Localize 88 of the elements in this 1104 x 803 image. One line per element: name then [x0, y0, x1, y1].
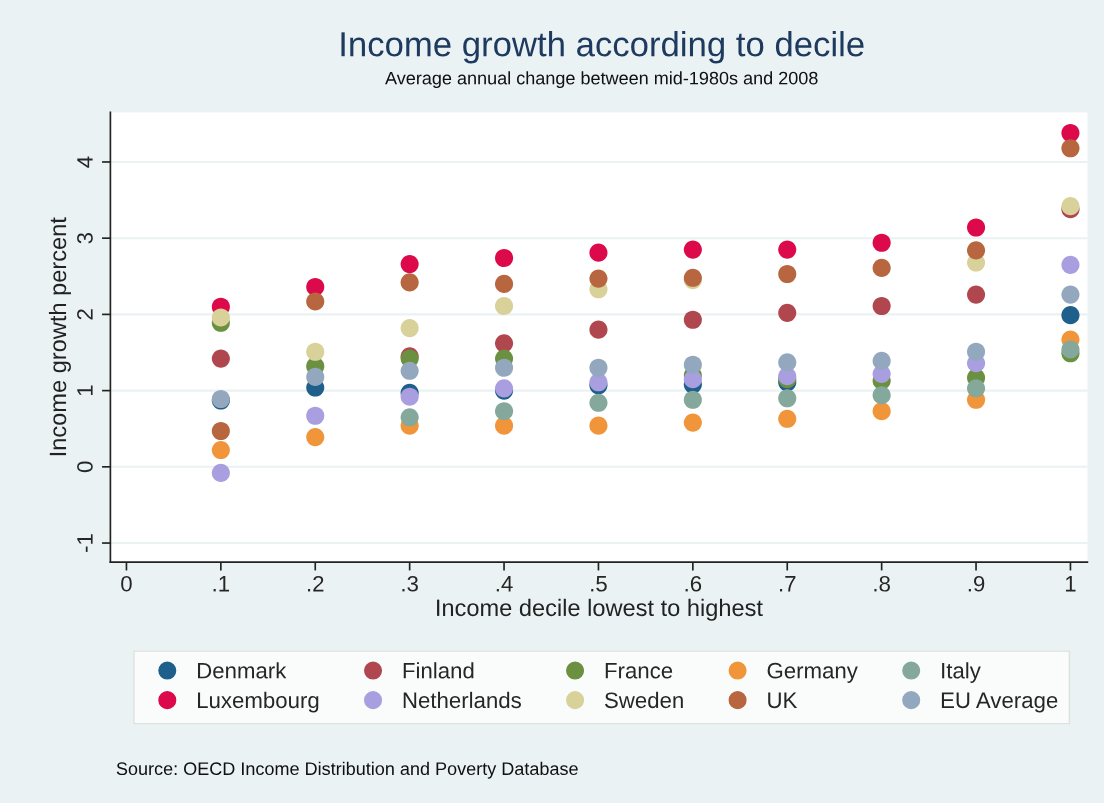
- point: [683, 240, 702, 259]
- point: [966, 342, 986, 361]
- point: [589, 243, 608, 262]
- point: [1061, 123, 1080, 143]
- point: [211, 308, 230, 327]
- point: [872, 296, 891, 316]
- point: [306, 367, 325, 386]
- legend-label: UK: [768, 692, 798, 709]
- point: [683, 355, 702, 374]
- x-tick-label: .2: [308, 575, 324, 592]
- point: [872, 351, 891, 370]
- point: [1061, 139, 1080, 158]
- y-tick-label: 0: [77, 461, 93, 473]
- point: [211, 349, 230, 368]
- y-axis-title: Income growth percent: [48, 217, 71, 456]
- point: [966, 241, 986, 260]
- point: [211, 421, 230, 441]
- legend-label: Denmark: [198, 662, 287, 679]
- point: [872, 386, 891, 405]
- legend-label: Germany: [767, 662, 858, 683]
- point: [494, 248, 514, 268]
- legend-label: EU Average: [941, 692, 1058, 713]
- chart-subtitle: Average annual change between mid-1980s and 2008: [385, 71, 818, 89]
- point: [400, 361, 419, 380]
- y-tick-label: 2: [77, 309, 93, 320]
- point: [494, 358, 514, 377]
- point: [589, 393, 608, 412]
- x-tick-label: .8: [874, 575, 890, 592]
- point: [778, 353, 797, 372]
- x-tick-label: .7: [780, 576, 796, 592]
- point: [589, 358, 608, 377]
- legend-label: France: [605, 663, 673, 679]
- point: [683, 390, 702, 409]
- legend-label: Finland: [403, 662, 474, 679]
- point: [683, 310, 702, 329]
- point: [872, 258, 891, 277]
- point: [778, 240, 797, 259]
- x-tick-label: .4: [496, 576, 513, 592]
- point: [778, 389, 797, 408]
- point: [1061, 285, 1080, 304]
- legend-label: Italy: [942, 662, 981, 683]
- point: [306, 342, 325, 361]
- point: [589, 416, 608, 435]
- source-note: Source: OECD Income Distribution and Poverty Database: [116, 761, 578, 779]
- point: [306, 292, 325, 311]
- legend-label: Sweden: [604, 691, 683, 709]
- point: [400, 387, 419, 406]
- point: [1061, 255, 1080, 274]
- point: [306, 428, 325, 447]
- point: [494, 334, 514, 353]
- point: [778, 264, 797, 284]
- legend-label: Netherlands: [403, 691, 521, 709]
- y-tick-label: 3: [77, 232, 93, 244]
- y-tick-label: 4: [77, 156, 93, 168]
- x-axis-title: Income decile lowest to highest: [437, 598, 763, 621]
- legend-label: Luxembourg: [198, 691, 319, 713]
- point: [966, 285, 986, 304]
- point: [872, 233, 891, 252]
- point: [966, 218, 986, 237]
- point: [778, 409, 797, 428]
- point: [211, 441, 230, 460]
- x-tick-label: 1: [1065, 576, 1076, 592]
- point: [1061, 306, 1080, 325]
- point: [778, 303, 797, 322]
- point: [306, 406, 325, 425]
- point: [400, 319, 419, 338]
- point: [400, 273, 419, 292]
- point: [872, 402, 891, 421]
- point: [494, 402, 514, 421]
- x-tick-label: .5: [591, 576, 607, 592]
- point: [400, 255, 419, 274]
- x-tick-label: .6: [685, 575, 702, 592]
- point: [211, 463, 230, 482]
- y-tick-label: -1: [77, 534, 93, 552]
- x-tick-label: .1: [213, 576, 230, 592]
- point: [1061, 340, 1080, 359]
- x-tick-label: .9: [968, 575, 985, 592]
- point: [400, 408, 419, 427]
- point: [589, 269, 608, 288]
- point: [589, 320, 608, 339]
- point: [494, 274, 514, 293]
- y-tick-label: 1: [77, 385, 93, 396]
- point: [683, 413, 702, 432]
- x-tick-label: .3: [402, 575, 418, 592]
- point: [494, 296, 514, 316]
- point: [966, 379, 986, 398]
- chart-title: Income growth according to decile: [341, 31, 864, 64]
- x-tick-label: 0: [121, 575, 132, 592]
